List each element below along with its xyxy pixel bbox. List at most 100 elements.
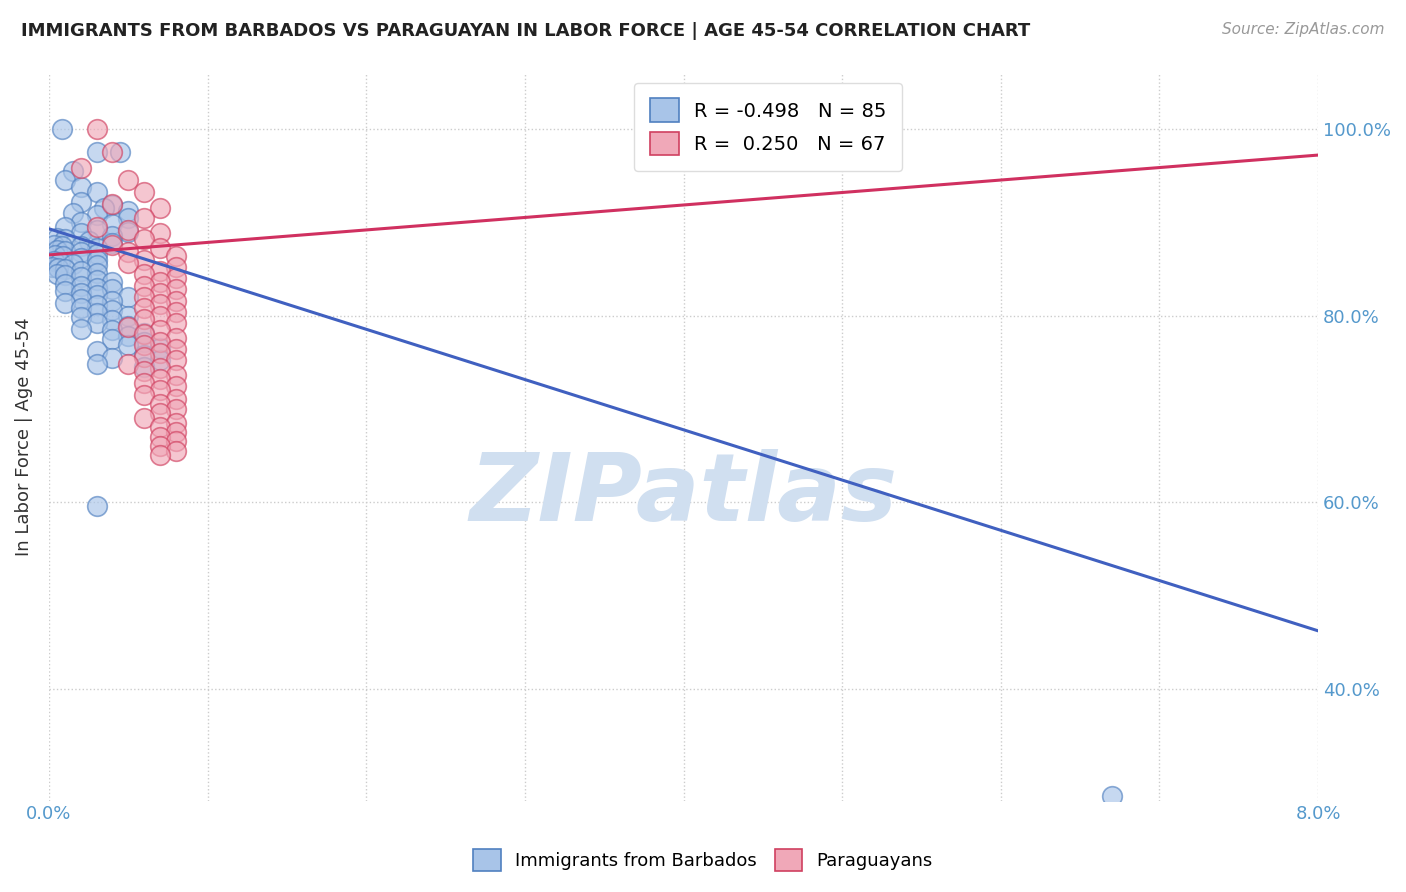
Point (165, 401, 187, 416)
Point (69, 310, 91, 325)
Point (86, 247, 108, 261)
Point (101, 229, 124, 244)
Point (101, 196, 124, 211)
Point (165, 443, 187, 458)
Point (117, 204, 139, 219)
Point (101, 323, 124, 337)
Point (165, 271, 187, 285)
Point (53, 173, 76, 187)
Point (101, 313, 124, 327)
Point (69, 251, 91, 265)
Point (101, 293, 124, 308)
Point (86, 258, 108, 272)
Point (53, 285, 76, 299)
Text: IMMIGRANTS FROM BARBADOS VS PARAGUAYAN IN LABOR FORCE | AGE 45-54 CORRELATION CH: IMMIGRANTS FROM BARBADOS VS PARAGUAYAN I… (21, 22, 1031, 40)
Point (86, 219, 108, 234)
Point (134, 334, 156, 349)
Point (53, 296, 76, 310)
Point (86, 208, 108, 222)
Point (86, 241, 108, 255)
Point (69, 245, 91, 260)
Point (134, 268, 156, 282)
Point (134, 290, 156, 304)
Point (51, 238, 73, 252)
Point (134, 211, 156, 225)
Point (134, 252, 156, 267)
Point (134, 348, 156, 362)
Point (45, 244, 67, 258)
Point (69, 194, 91, 209)
Point (69, 264, 91, 278)
Point (69, 239, 91, 253)
Point (134, 364, 156, 378)
Point (86, 357, 108, 371)
Point (117, 256, 139, 270)
Point (86, 316, 108, 330)
Point (117, 309, 139, 323)
Point (117, 223, 139, 237)
Point (69, 227, 91, 241)
Point (149, 397, 172, 411)
Point (101, 198, 124, 212)
Point (165, 379, 187, 393)
Point (134, 186, 156, 200)
Point (53, 219, 76, 234)
Point (62, 257, 84, 271)
Point (93, 201, 115, 215)
Point (165, 425, 187, 439)
Point (101, 351, 124, 365)
Point (101, 237, 124, 252)
Point (165, 282, 187, 296)
Point (52, 249, 75, 263)
Point (134, 376, 156, 390)
Point (149, 323, 172, 337)
Point (165, 434, 187, 449)
Point (117, 290, 139, 304)
Point (134, 326, 156, 341)
Point (45, 231, 67, 245)
Point (101, 302, 124, 317)
Point (165, 368, 187, 383)
Point (77, 234, 100, 248)
Point (62, 164, 84, 178)
Point (101, 235, 124, 250)
Point (62, 206, 84, 220)
Point (149, 346, 172, 360)
Point (53, 268, 76, 283)
Point (86, 223, 108, 237)
Point (134, 312, 156, 326)
Point (117, 225, 139, 239)
Point (69, 278, 91, 293)
Text: Source: ZipAtlas.com: Source: ZipAtlas.com (1222, 22, 1385, 37)
Point (149, 439, 172, 453)
Point (101, 217, 124, 231)
Point (117, 319, 139, 334)
Point (165, 316, 187, 330)
Point (86, 298, 108, 312)
Point (134, 359, 156, 374)
Point (134, 338, 156, 352)
Point (149, 227, 172, 241)
Point (134, 232, 156, 246)
Point (117, 318, 139, 333)
Point (101, 145, 124, 160)
Point (149, 309, 172, 323)
Point (86, 266, 108, 280)
Point (86, 306, 108, 320)
Point (149, 241, 172, 255)
Point (69, 179, 91, 194)
Point (86, 252, 108, 267)
Point (86, 122, 108, 136)
Point (86, 273, 108, 287)
Point (117, 173, 139, 187)
Point (165, 392, 187, 407)
Point (165, 331, 187, 345)
Point (69, 161, 91, 175)
Point (101, 275, 124, 289)
Point (86, 343, 108, 358)
Point (165, 260, 187, 274)
Point (149, 297, 172, 311)
Point (41, 260, 63, 274)
Point (134, 388, 156, 402)
Point (117, 245, 139, 260)
